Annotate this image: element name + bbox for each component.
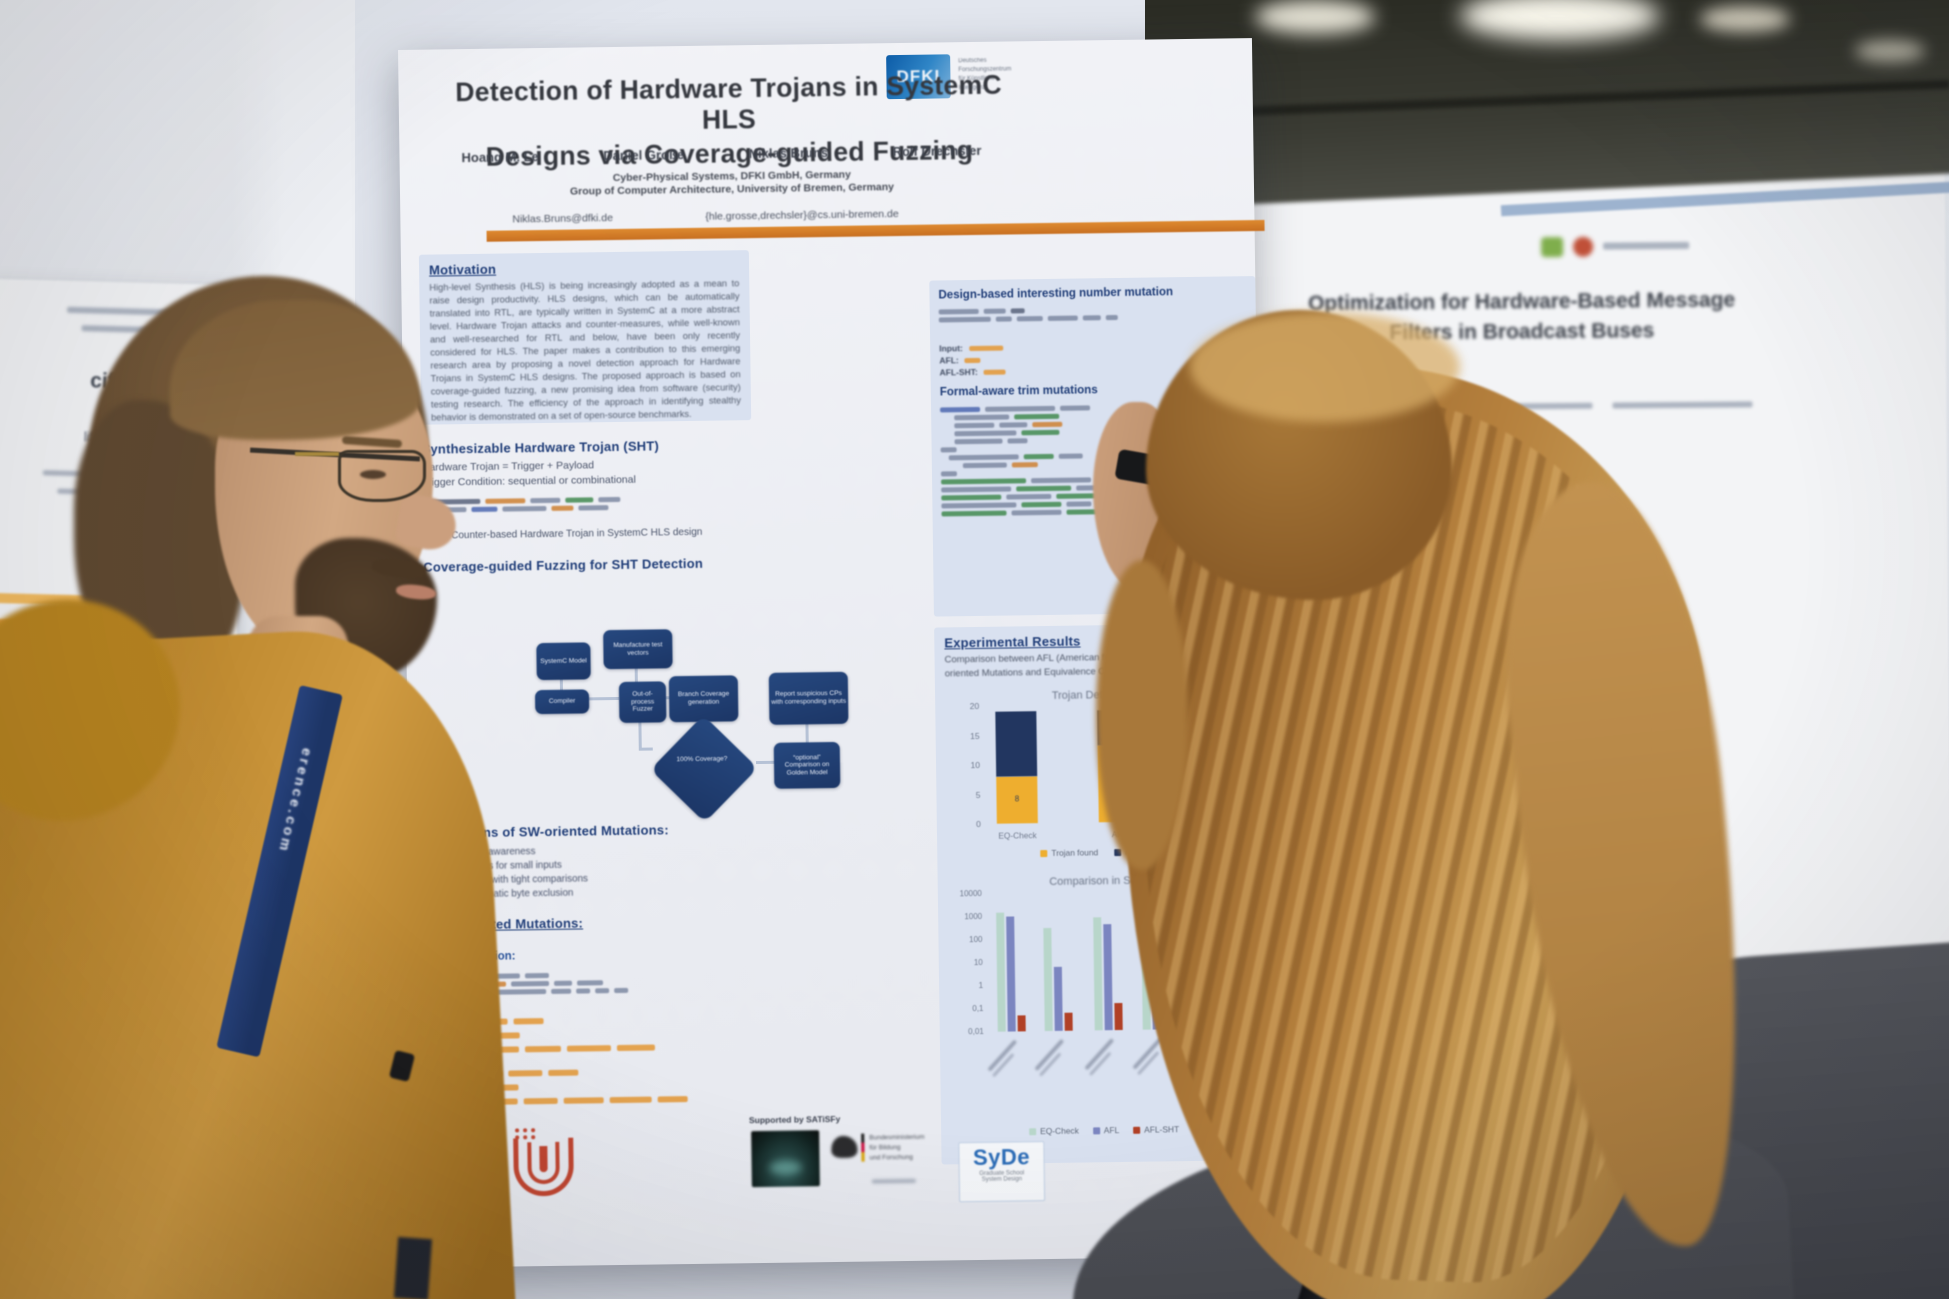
ubremen-dot bbox=[523, 1135, 528, 1140]
ubremen-arc bbox=[539, 1146, 548, 1173]
legend-item: EQ-Check bbox=[1029, 1126, 1079, 1137]
legend-item: AFL-SHT bbox=[1133, 1124, 1179, 1135]
author: Rolf Drechsler bbox=[892, 142, 982, 160]
email-right: {hle.grosse,drechsler}@cs.uni-bremen.de bbox=[705, 208, 899, 223]
flow-node-manufacture: Manufacture test vectors bbox=[603, 629, 673, 670]
woman-hair-left-wisp bbox=[1096, 560, 1188, 870]
legend-swatch bbox=[1092, 1126, 1100, 1134]
log-bar bbox=[1006, 916, 1016, 1032]
flow-node-report: Report suspicious CPs with corresponding… bbox=[768, 671, 849, 725]
bmbf-text-line: und Forschung bbox=[869, 1153, 913, 1162]
motivation-panel: Motivation High-level Synthesis (HLS) is… bbox=[418, 250, 752, 425]
y-tick-label: 10000 bbox=[959, 888, 982, 899]
ceiling-light bbox=[1700, 6, 1790, 32]
sht-code-block bbox=[422, 492, 752, 516]
syde-logo: SyDe Graduate School System Design bbox=[958, 1141, 1046, 1203]
right-poster-logo-green bbox=[1541, 236, 1564, 258]
flow-node-coverage-diamond bbox=[650, 715, 758, 823]
y-tick-label: 1000 bbox=[964, 911, 983, 922]
ubremen-dot bbox=[515, 1128, 520, 1133]
log-bar bbox=[1103, 924, 1113, 1031]
man-badge bbox=[393, 1236, 433, 1299]
legend-label: EQ-Check bbox=[1040, 1125, 1079, 1137]
flow-node-optional-comparison: “optional” Comparison on Golden Model bbox=[773, 741, 841, 789]
y-tick-label: 100 bbox=[969, 934, 983, 945]
fuzzing-heading: Coverage-guided Fuzzing for SHT Detectio… bbox=[423, 555, 704, 575]
project-photo-thumbnail bbox=[751, 1130, 820, 1188]
ubremen-dot bbox=[523, 1128, 528, 1133]
ceiling-light bbox=[1460, 0, 1660, 40]
ubremen-dot bbox=[531, 1128, 536, 1133]
man-glasses-gold-glint bbox=[295, 452, 339, 456]
right-poster-logo-red bbox=[1573, 236, 1594, 257]
code-line bbox=[455, 986, 759, 996]
sht-line2: Trigger Condition: sequential or combina… bbox=[421, 473, 636, 489]
flow-node-compiler: Compiler bbox=[534, 689, 590, 715]
formal-mutation-heading: Formal-aware trim mutations bbox=[939, 384, 1098, 399]
sht-caption: Ex. 5: Counter-based Hardware Trojan in … bbox=[422, 526, 703, 542]
man-hair-fringe bbox=[170, 300, 420, 440]
code-line bbox=[432, 503, 752, 513]
woman-hair-top-glow bbox=[1190, 312, 1460, 422]
flow-node-systemc-model: SystemC Model bbox=[536, 642, 591, 681]
bmbf-text-line: Bundesministerium bbox=[869, 1133, 925, 1142]
code-line bbox=[938, 313, 1247, 323]
ceiling-light bbox=[1255, 0, 1375, 34]
legend-swatch bbox=[1029, 1127, 1037, 1135]
ubremen-dot bbox=[531, 1135, 536, 1140]
author: Daniel Große bbox=[603, 147, 685, 164]
author: Hoang M. Le bbox=[461, 149, 539, 166]
log-bar bbox=[1043, 927, 1053, 1032]
flow-node-coverage-diamond-label: 100% Coverage? bbox=[676, 755, 728, 764]
bmbf-logo: Bundesministerium für Bildung und Forsch… bbox=[831, 1130, 952, 1192]
sht-heading: Synthesizable Hardware Trojan (SHT) bbox=[421, 438, 660, 457]
legend-label: AFL bbox=[1103, 1125, 1120, 1136]
syde-logo-text: SyDe bbox=[972, 1144, 1031, 1171]
author: Niklas Bruns bbox=[748, 145, 829, 162]
legend-label: AFL-SHT bbox=[1144, 1124, 1180, 1135]
email-left: Niklas.Bruns@dfki.de bbox=[512, 212, 613, 226]
y-tick-label: 0,1 bbox=[972, 1003, 984, 1014]
log-bar bbox=[1017, 1015, 1026, 1032]
ubremen-dot bbox=[515, 1135, 520, 1140]
y-tick-label: 10 bbox=[973, 957, 983, 968]
uni-bremen-logo bbox=[513, 1128, 575, 1203]
bmbf-eagle-icon bbox=[831, 1135, 858, 1159]
motivation-body: High-level Synthesis (HLS) is being incr… bbox=[429, 278, 741, 423]
log-bar bbox=[996, 912, 1006, 1032]
log-bar bbox=[1093, 917, 1103, 1031]
flow-node-branch-coverage: Branch Coverage generation bbox=[668, 675, 739, 723]
poster-title-line1: Detection of Hardware Trojans in SystemC… bbox=[455, 69, 1003, 135]
legend-item: AFL bbox=[1092, 1125, 1120, 1136]
log-bar bbox=[1064, 1012, 1073, 1031]
supported-by-text: Supported by SATiSFy bbox=[748, 1113, 841, 1126]
y-tick-label: 0,01 bbox=[968, 1026, 984, 1037]
motivation-heading: Motivation bbox=[428, 261, 497, 278]
sht-line1: Hardware Trojan = Trigger + Payload bbox=[421, 459, 595, 474]
y-tick-label: 1 bbox=[978, 980, 984, 990]
flow-node-fuzzer: Out-of-process Fuzzer bbox=[618, 681, 667, 723]
syde-sub-line: System Design bbox=[981, 1176, 1023, 1183]
ceiling-light bbox=[1855, 40, 1925, 62]
log-bar bbox=[1114, 1002, 1123, 1031]
legend-swatch bbox=[1133, 1126, 1141, 1134]
man-glasses-rim bbox=[338, 450, 426, 502]
log-bar bbox=[1053, 966, 1063, 1031]
